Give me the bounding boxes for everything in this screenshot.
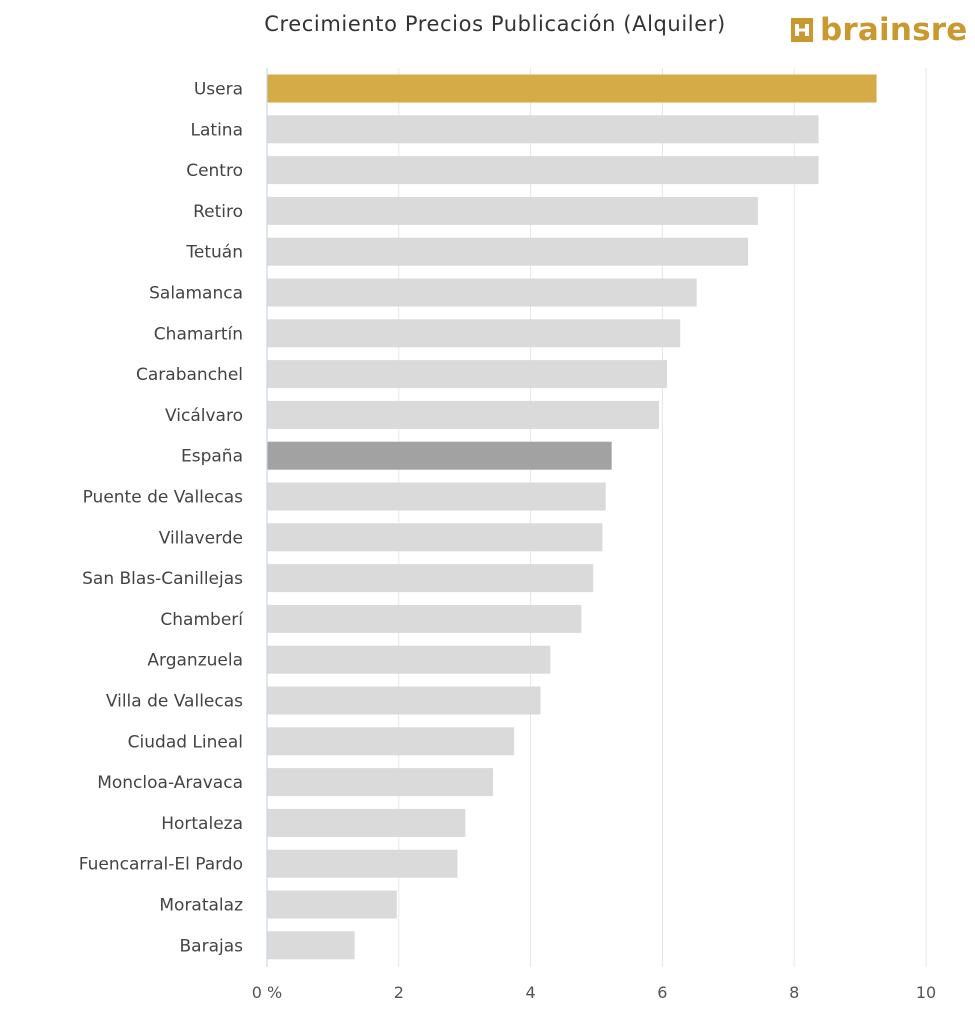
bar-san-blas-canillejas [267, 564, 594, 593]
category-label: Moncloa-Aravaca [97, 773, 243, 793]
bar-villaverde [267, 523, 603, 552]
brand-logo: brainsre [788, 10, 967, 50]
x-tick-label: 6 [657, 983, 667, 1002]
bar-latina [267, 115, 819, 144]
bar-salamanca [267, 278, 697, 307]
category-label: Chamartín [154, 324, 243, 344]
x-tick-label: 8 [789, 983, 799, 1002]
category-label: Carabanchel [136, 365, 243, 385]
bar-arganzuela [267, 645, 551, 674]
bar-hortaleza [267, 808, 466, 837]
x-tick-label: 0 % [252, 983, 282, 1002]
bar-moncloa-aravaca [267, 768, 494, 797]
bar-barajas [267, 931, 355, 960]
bar-puente-de-vallecas [267, 482, 606, 511]
bar-españa [267, 441, 612, 470]
x-tick-label: 4 [526, 983, 536, 1002]
category-label: Arganzuela [147, 651, 243, 671]
bar-carabanchel [267, 360, 668, 389]
bar-tetuán [267, 237, 749, 266]
bar-moratalaz [267, 890, 397, 919]
brainsre-logo-icon [791, 18, 813, 42]
bar-ciudad-lineal [267, 727, 515, 756]
bar-villa-de-vallecas [267, 686, 541, 715]
category-label: Moratalaz [159, 896, 243, 916]
category-labels: Usera Latina Centro Retiro Tetuán Salamanca Ch… [79, 80, 245, 957]
category-label: España [181, 447, 243, 467]
bar-fuencarral-el-pardo [267, 849, 458, 878]
bars [267, 74, 877, 960]
bar-centro [267, 156, 819, 185]
bar-chamartín [267, 319, 681, 348]
category-label: Salamanca [149, 284, 243, 304]
category-label: Villaverde [159, 528, 243, 548]
category-label: Retiro [193, 202, 243, 222]
bar-retiro [267, 196, 758, 225]
x-tick-label: 2 [394, 983, 404, 1002]
category-label: Vicálvaro [165, 406, 243, 426]
category-label: Tetuán [185, 243, 243, 263]
category-label: Usera [194, 80, 243, 100]
bar-chamberí [267, 604, 582, 633]
chart-title: Crecimiento Precios Publicación (Alquile… [264, 12, 726, 36]
category-label: Hortaleza [161, 814, 243, 834]
category-label: Fuencarral-El Pardo [79, 855, 243, 875]
category-label: Villa de Vallecas [106, 692, 243, 712]
logo-wordmark: brainsre [820, 12, 968, 48]
category-label: Ciudad Lineal [128, 732, 243, 752]
x-tick-label: 10 [916, 983, 936, 1002]
x-axis-tick-labels: 0 % 2 4 6 8 10 [252, 983, 936, 1002]
category-label: Chamberí [160, 610, 244, 630]
bar-vicálvaro [267, 400, 660, 429]
category-label: San Blas-Canillejas [82, 569, 243, 589]
category-label: Puente de Vallecas [83, 488, 244, 508]
category-label: Centro [186, 161, 243, 181]
bar-usera [267, 74, 877, 103]
category-label: Barajas [180, 936, 244, 956]
category-label: Latina [191, 120, 243, 140]
